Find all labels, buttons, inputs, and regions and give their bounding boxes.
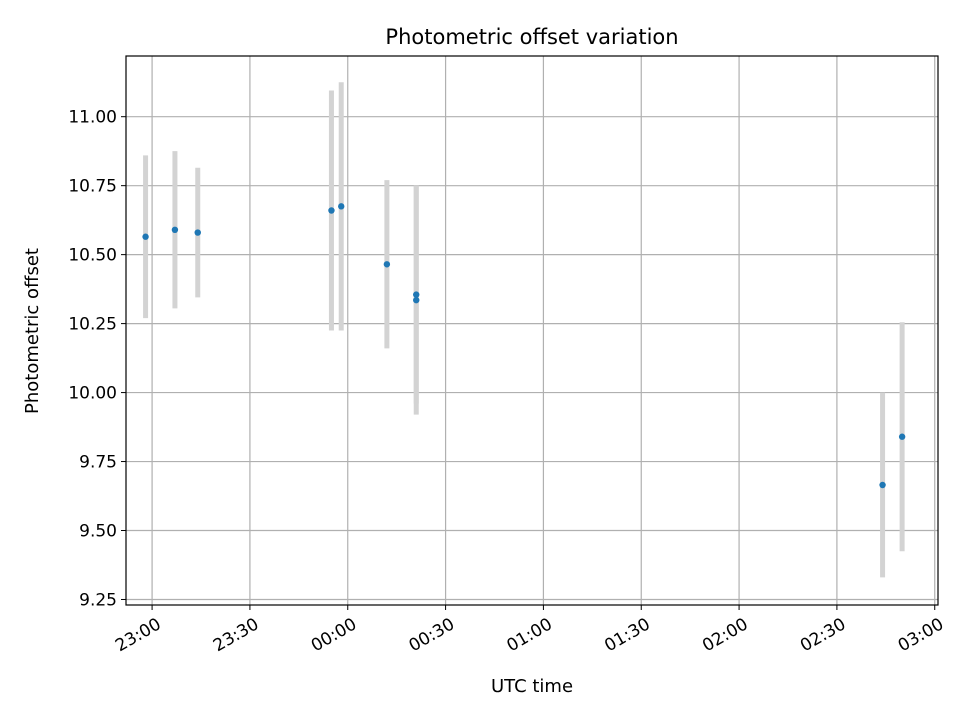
data-points	[142, 203, 906, 489]
data-point	[338, 203, 345, 210]
y-tick-label: 9.50	[79, 522, 117, 542]
data-point	[898, 433, 906, 440]
y-tick-label: 11.00	[68, 108, 117, 128]
chart-title: Photometric offset variation	[385, 25, 678, 49]
data-point	[879, 481, 886, 489]
y-tick-label: 10.00	[68, 384, 117, 404]
grid	[126, 56, 938, 605]
data-point	[413, 291, 420, 298]
x-axis-label: UTC time	[491, 676, 573, 697]
plot-frame	[125, 55, 939, 606]
data-point	[328, 207, 335, 214]
y-tick-label: 9.25	[79, 590, 117, 610]
data-point	[171, 226, 179, 234]
y-tick-label: 9.75	[79, 453, 117, 473]
y-tick-label: 10.75	[68, 177, 117, 197]
y-tick-label: 10.50	[68, 246, 117, 266]
data-point	[142, 233, 149, 240]
data-point	[194, 229, 201, 236]
data-point	[383, 261, 391, 268]
y-axis-label: Photometric offset	[22, 248, 43, 414]
data-point	[413, 296, 420, 304]
y-tick-label: 10.25	[68, 315, 117, 335]
